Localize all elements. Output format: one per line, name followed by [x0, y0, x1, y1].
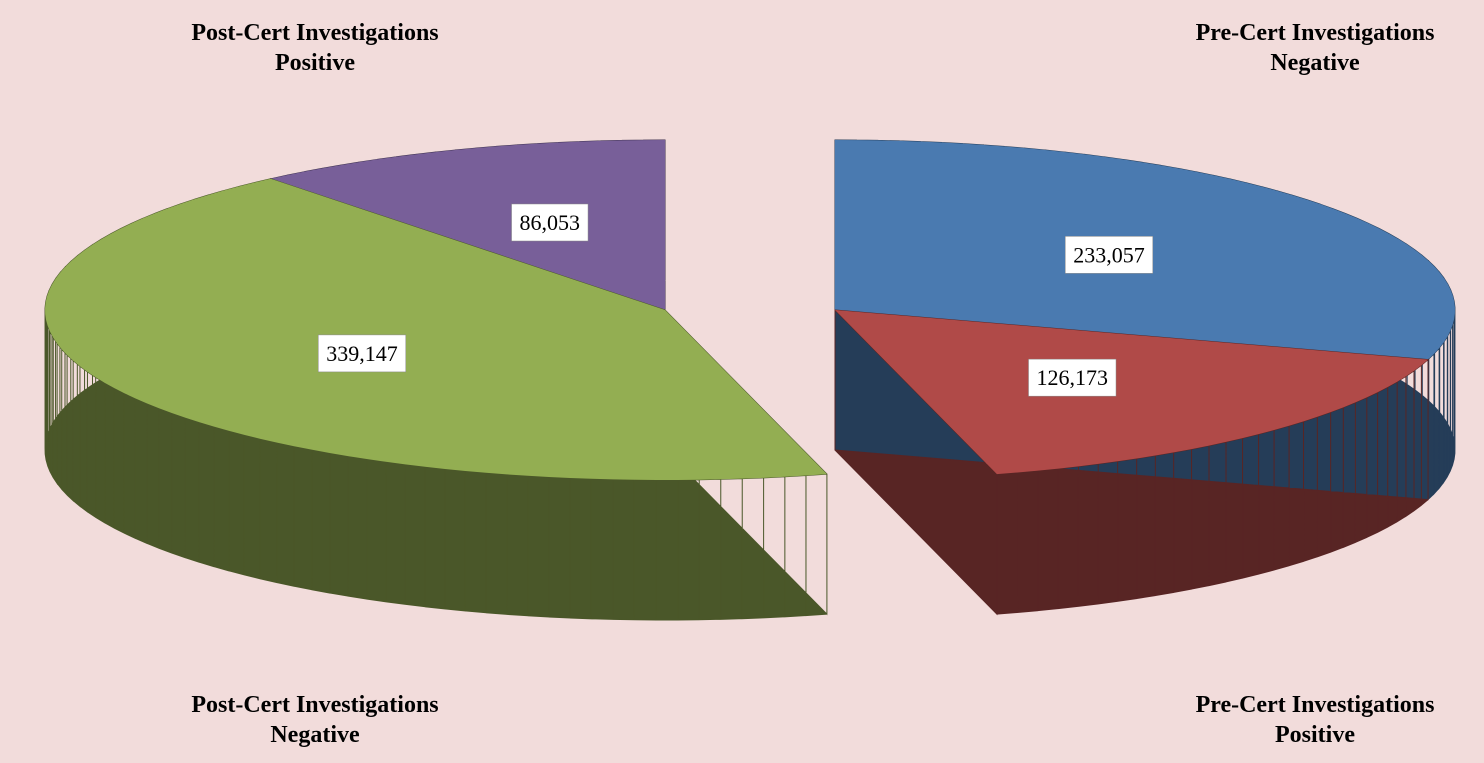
category-label-line: Post-Cert Investigations: [191, 692, 438, 718]
category-label: Post-Cert Investigations Positive: [191, 20, 438, 76]
category-label-line: Negative: [1270, 50, 1360, 76]
value-label: 86,053: [520, 210, 581, 235]
value-label: 339,147: [326, 341, 398, 366]
slice: [270, 140, 665, 310]
slice: [835, 310, 1429, 475]
value-label: 126,173: [1037, 365, 1109, 390]
category-label: Pre-Cert Investigations Positive: [1196, 692, 1435, 748]
category-label-line: Positive: [275, 50, 355, 76]
category-label: Post-Cert Investigations Negative: [191, 692, 438, 748]
category-label: Pre-Cert Investigations Negative: [1196, 20, 1435, 76]
category-label-line: Post-Cert Investigations: [191, 20, 438, 46]
value-label-box: [1028, 358, 1117, 397]
value-label-box: [1065, 236, 1154, 274]
category-label-line: Pre-Cert Investigations: [1196, 20, 1435, 46]
slice: [45, 178, 827, 480]
category-label-line: Pre-Cert Investigations: [1196, 692, 1435, 718]
category-label-line: Negative: [270, 722, 360, 748]
value-label: 233,057: [1073, 242, 1145, 267]
value-label-box: [511, 203, 589, 242]
category-label-line: Positive: [1275, 722, 1355, 748]
value-label-box: [318, 334, 407, 373]
